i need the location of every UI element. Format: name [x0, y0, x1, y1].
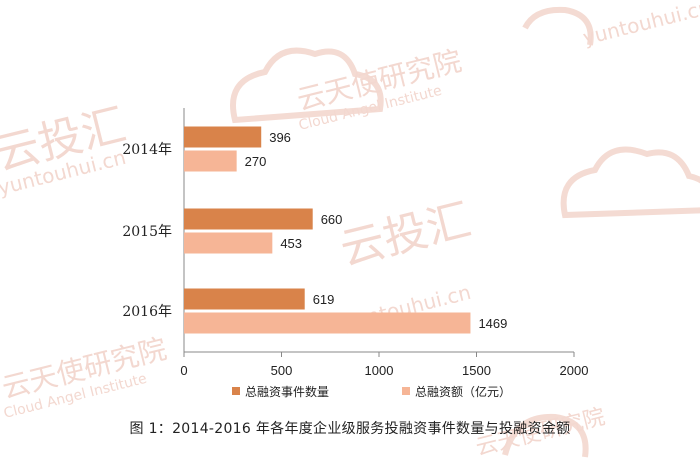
cloud-logo-icon	[560, 146, 700, 219]
data-label: 1469	[478, 316, 507, 331]
figure-caption: 图 1：2014-2016 年各年度企业级服务投融资事件数量与投融资金额	[129, 421, 571, 437]
cloud-logo-icon	[230, 47, 384, 124]
x-tick-label: 0	[180, 363, 187, 378]
category-label: 2015年	[122, 224, 172, 240]
cloud-logo-icon	[502, 413, 589, 458]
data-label: 270	[245, 154, 267, 169]
legend-label: 总融资事件数量	[245, 384, 329, 399]
bar-event-count	[184, 126, 262, 148]
bar-event-count	[184, 208, 313, 230]
bar-funding-amount	[184, 232, 273, 254]
x-tick-label: 500	[271, 363, 293, 378]
data-label: 660	[321, 212, 343, 227]
x-tick-label: 1500	[462, 363, 491, 378]
data-label: 396	[269, 130, 291, 145]
data-label: 453	[280, 236, 302, 251]
x-tick-label: 1000	[365, 363, 394, 378]
x-tick-label: 2000	[560, 363, 589, 378]
category-label: 2014年	[122, 142, 172, 158]
legend-label: 总融资额（亿元）	[415, 384, 511, 399]
cloud-logo-icon	[522, 6, 594, 46]
legend-swatch	[232, 387, 240, 395]
data-label: 619	[313, 292, 335, 307]
bar-funding-amount	[184, 312, 471, 334]
legend-swatch	[402, 387, 410, 395]
bar-event-count	[184, 288, 305, 310]
category-label: 2016年	[122, 304, 172, 320]
bar-funding-amount	[184, 150, 237, 172]
